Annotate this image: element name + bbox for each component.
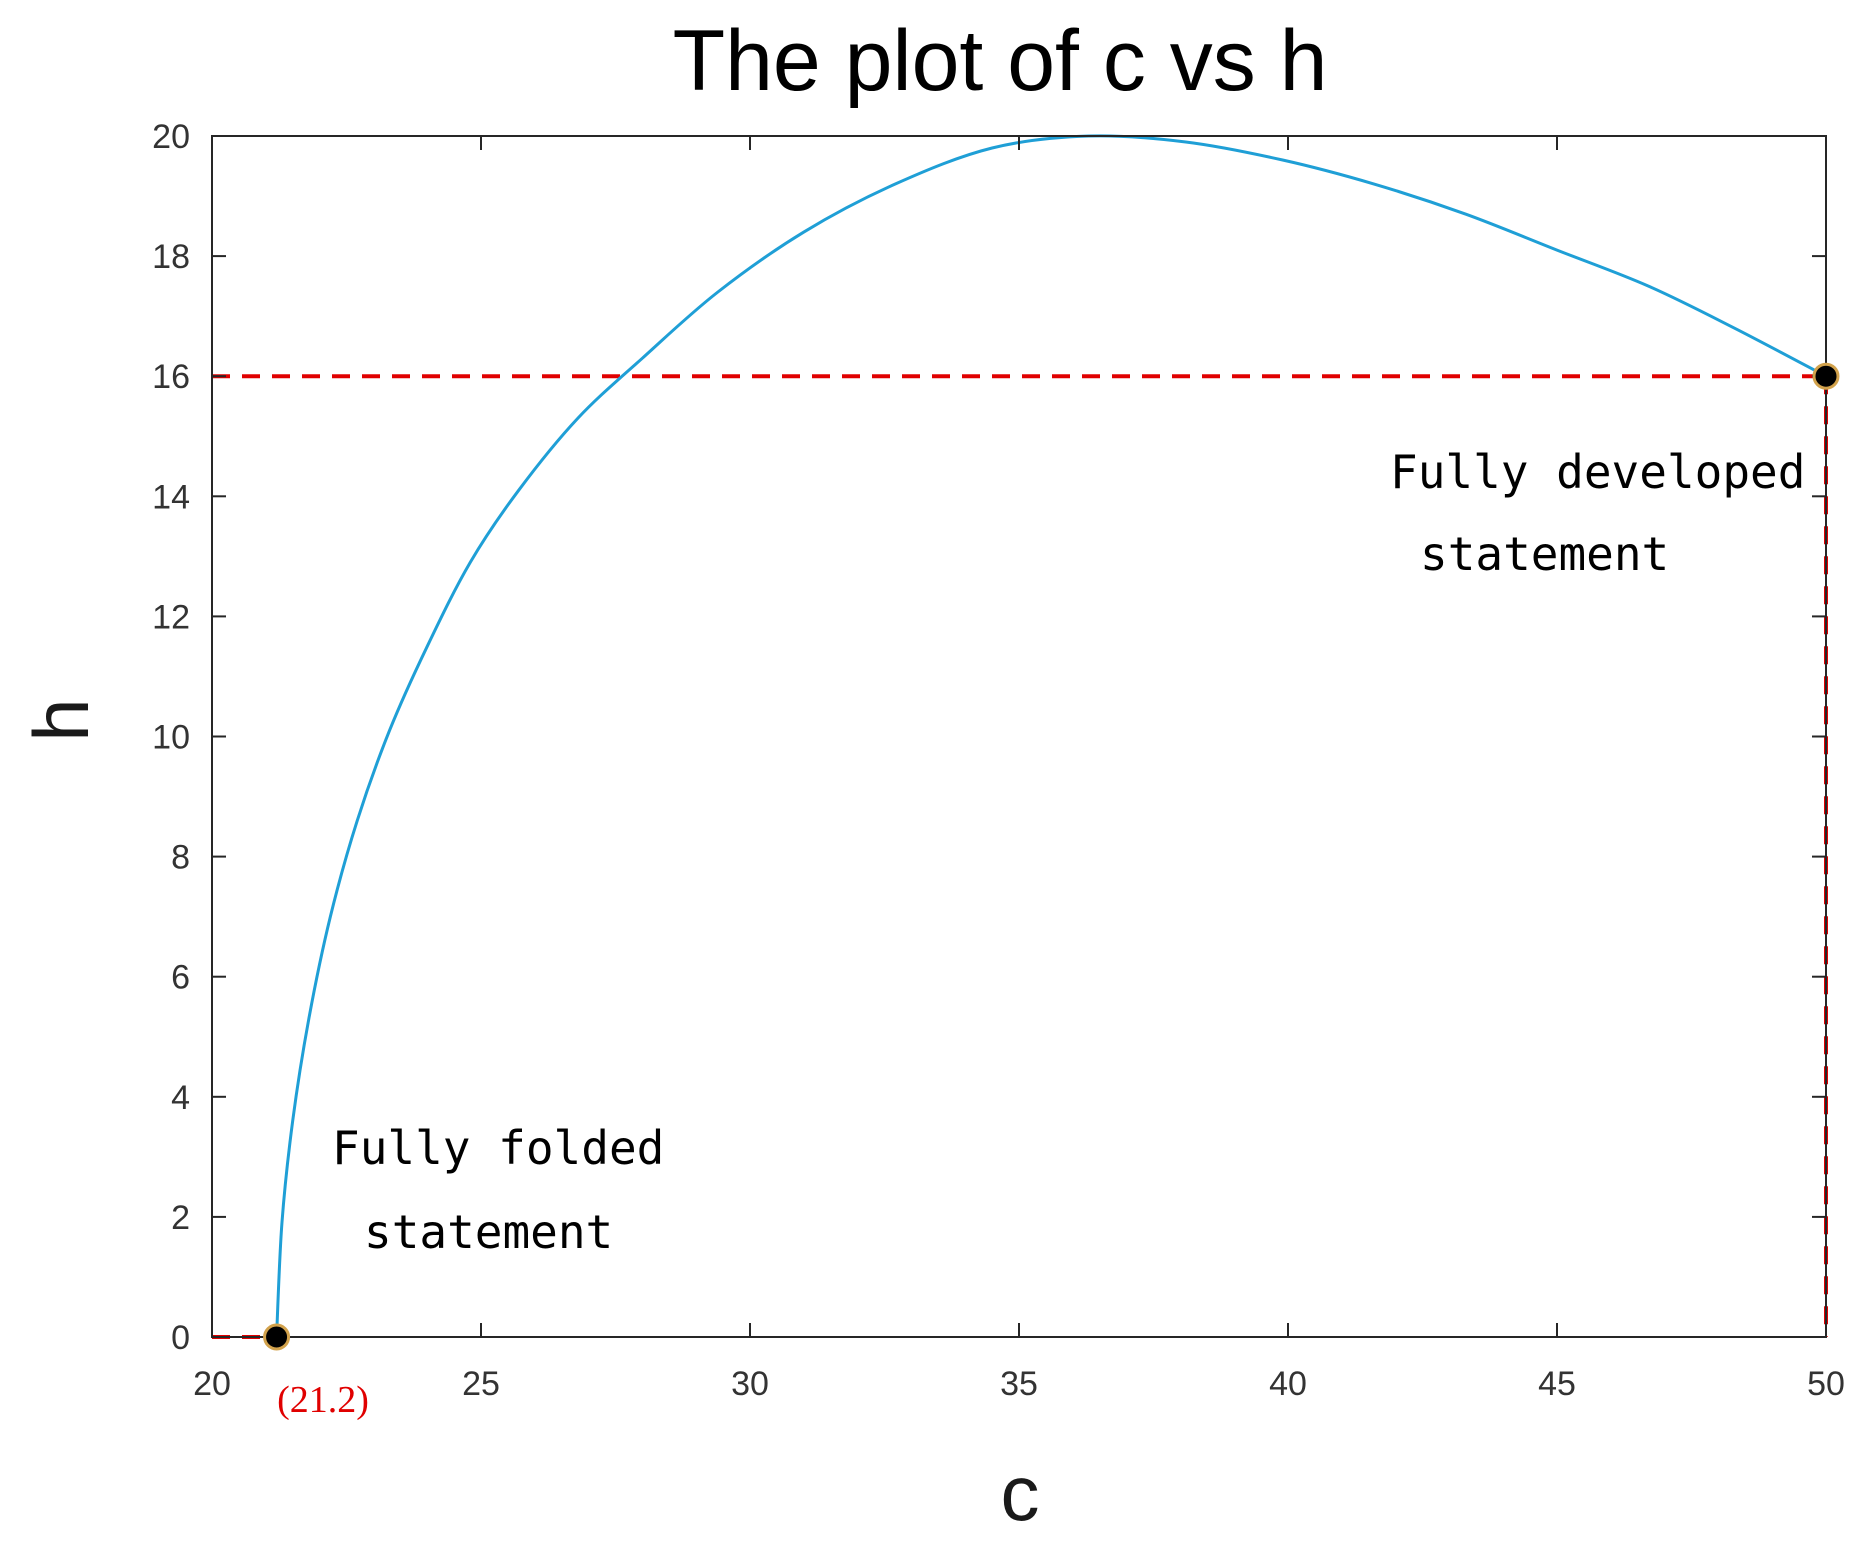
annotation-fully-developed: Fully developed statement	[1390, 445, 1805, 581]
y-tick-label: 14	[152, 478, 190, 516]
x-tick-label: 20	[193, 1365, 231, 1403]
y-tick-label: 2	[171, 1199, 190, 1237]
data-point	[263, 1323, 291, 1351]
series-line	[275, 134, 1827, 1338]
x-tick-label: 40	[1269, 1365, 1307, 1403]
marked-points	[263, 362, 1840, 1351]
y-tick-label: 10	[152, 719, 190, 757]
y-axis-label: h	[17, 698, 105, 741]
y-tick-label: 12	[152, 598, 190, 636]
y-tick-label: 8	[171, 839, 190, 877]
annotation-fully-folded-line-2: statement	[364, 1205, 613, 1259]
x-axis-label: c	[1001, 1449, 1040, 1537]
x-tick-label: 35	[1000, 1365, 1038, 1403]
reference-lines	[212, 374, 1828, 1339]
y-tick-label: 4	[171, 1079, 190, 1117]
series-layer	[275, 134, 1827, 1338]
ticks: 20 25 30 35 40 45 50 0 2 4 6 8 10 12 14 16 18 20	[152, 118, 1845, 1403]
chart-title: The plot of c vs h	[673, 13, 1328, 109]
y-tick-label: 0	[171, 1319, 190, 1357]
annotation-fully-folded-line-1: Fully folded	[332, 1121, 664, 1175]
y-tick-label: 16	[152, 358, 190, 396]
x-tick-label: 50	[1807, 1365, 1845, 1403]
annotation-fully-folded: Fully folded statement	[332, 1121, 664, 1259]
x-tick-label: 45	[1538, 1365, 1576, 1403]
annotation-fully-developed-line-1: Fully developed	[1390, 445, 1805, 499]
x-tick-label: 25	[462, 1365, 500, 1403]
annotation-c-min-value: (21.2)	[277, 1379, 369, 1421]
x-tick-label: 30	[731, 1365, 769, 1403]
y-tick-label: 20	[152, 118, 190, 156]
data-point	[1812, 362, 1840, 390]
y-tick-label: 6	[171, 959, 190, 997]
y-tick-label: 18	[152, 238, 190, 276]
annotation-fully-developed-line-2: statement	[1420, 527, 1669, 581]
